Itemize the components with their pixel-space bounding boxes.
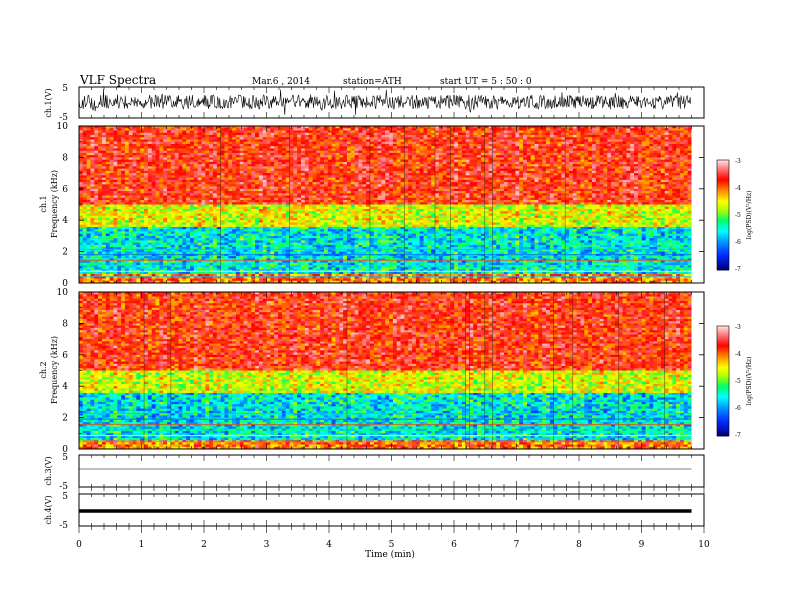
- ch2-spectrogram-image: [79, 292, 704, 449]
- ch2-colorbar-label: log(PSD)(V²/Hz): [746, 357, 753, 406]
- time-tick-label: 9: [639, 540, 645, 550]
- ch1-cb-tick-4: -6: [735, 239, 741, 246]
- ch1-waveform-panel: 5 -5 ch.1(V): [44, 84, 704, 123]
- freq-tick-label: 6: [62, 185, 68, 195]
- time-tick-label: 3: [264, 540, 270, 550]
- ch1-cb-tick-5: -7: [735, 266, 741, 273]
- ch1-colorbar-label: log(PSD)(V²/Hz): [746, 191, 753, 240]
- ch2-colorbar: -3 -4 -5 -6 -7 log(PSD)(V²/Hz): [717, 324, 753, 439]
- freq-tick-label: 10: [57, 288, 69, 298]
- ch1-spectrogram-image: [79, 126, 704, 283]
- time-tick-label: 0: [76, 540, 82, 550]
- ch2-cb-tick-3: -5: [735, 378, 741, 385]
- ch1-ylabel-channel: ch.1: [39, 195, 48, 212]
- ch3-ytick-bottom: -5: [59, 482, 68, 492]
- start-time-label: start UT = 5 : 50 : 0: [440, 77, 532, 87]
- freq-tick-label: 10: [57, 122, 69, 132]
- time-tick-label: 10: [698, 540, 710, 550]
- time-tick-label: 7: [514, 540, 520, 550]
- ch1-waveform-trace: [79, 89, 691, 115]
- freq-tick-label: 8: [62, 319, 68, 329]
- time-tick-label: 2: [201, 540, 207, 550]
- time-tick-label: 4: [326, 540, 332, 550]
- time-tick-label: 5: [389, 540, 395, 550]
- ch2-cb-tick-2: -4: [735, 351, 741, 358]
- ch2-cb-tick-5: -7: [735, 432, 741, 439]
- freq-tick-label: 6: [62, 351, 68, 361]
- vlf-spectra-figure: VLF Spectra Mar.6 , 2014 station=ATH sta…: [0, 0, 792, 612]
- time-axis-tick-labels: 0 1 2 3 4 5 6 7 8 9 10: [76, 540, 710, 550]
- ch2-ylabel-frequency: Frequency (kHz): [50, 336, 59, 404]
- ch1-cb-tick-3: -5: [735, 212, 741, 219]
- ch2-cb-tick-1: -3: [735, 324, 741, 331]
- ch4-waveform-panel: 5 -5 ch.4(V): [44, 492, 704, 531]
- freq-tick-label: 2: [62, 414, 68, 424]
- figure-title: VLF Spectra: [79, 73, 156, 87]
- ch1-cb-tick-1: -3: [735, 158, 741, 165]
- ch4-ytick-top: 5: [62, 492, 68, 502]
- date-label: Mar.6 , 2014: [252, 77, 310, 87]
- ch3-waveform-panel: 5 -5 ch.3(V): [44, 453, 704, 492]
- ch1-ylabel-frequency: Frequency (kHz): [50, 170, 59, 238]
- freq-tick-label: 8: [62, 153, 68, 163]
- ch1-ytick-top: 5: [62, 84, 68, 94]
- time-tick-label: 8: [576, 540, 582, 550]
- ch2-cb-tick-4: -6: [735, 405, 741, 412]
- ch1-cb-tick-2: -4: [735, 185, 741, 192]
- ch4-ytick-bottom: -5: [59, 521, 68, 531]
- ch3-ylabel: ch.3(V): [44, 456, 53, 485]
- freq-tick-label: 4: [62, 382, 68, 392]
- time-axis-label: Time (min): [365, 549, 415, 560]
- time-tick-label: 1: [139, 540, 145, 550]
- ch2-ylabel-channel: ch.2: [39, 361, 48, 378]
- ch1-colorbar: -3 -4 -5 -6 -7 log(PSD)(V²/Hz): [717, 158, 753, 273]
- ch1-ylabel: ch.1(V): [44, 88, 53, 117]
- ch4-ylabel: ch.4(V): [44, 495, 53, 524]
- ch3-ytick-top: 5: [62, 453, 68, 463]
- freq-tick-label: 4: [62, 216, 68, 226]
- time-tick-label: 6: [451, 540, 457, 550]
- station-label: station=ATH: [343, 77, 402, 87]
- freq-tick-label: 2: [62, 248, 68, 258]
